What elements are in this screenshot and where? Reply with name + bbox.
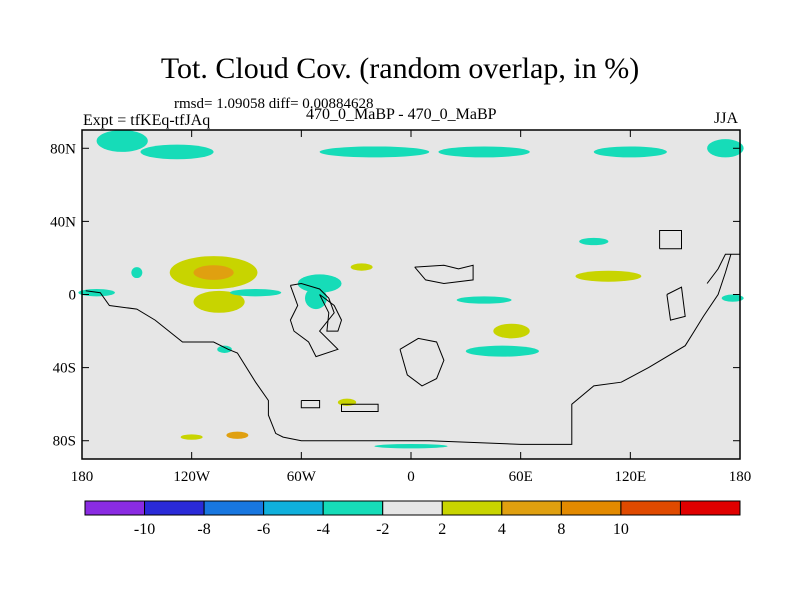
x-tick-label: 120E (614, 469, 646, 485)
colorbar-bin (84, 500, 146, 516)
colorbar-bin (263, 500, 324, 516)
colorbar-label: -4 (317, 521, 330, 538)
colorbar-label: 8 (557, 521, 565, 538)
anomaly-patch (140, 144, 214, 160)
anomaly-patch (131, 267, 143, 279)
colorbar-bin (382, 500, 443, 516)
coastline (85, 254, 732, 445)
anomaly-patch (374, 444, 448, 449)
colorbar-bin (203, 500, 265, 516)
anomaly-patch (193, 290, 245, 313)
anomaly-patch (350, 263, 373, 271)
y-tick-label: 80N (50, 141, 76, 157)
colorbar-bin (441, 500, 503, 516)
coastline (319, 294, 343, 332)
anomaly-patch (575, 270, 642, 282)
anomaly-patch (593, 146, 667, 158)
anomaly-patch (230, 289, 282, 297)
coastline (300, 400, 321, 409)
colorbar-bin (501, 500, 562, 516)
anomaly-patch (721, 294, 744, 302)
anomaly-patch (217, 345, 232, 353)
y-tick-label: 0 (69, 288, 77, 304)
x-tick-label: 60E (509, 469, 533, 485)
chart-title: Tot. Cloud Cov. (random overlap, in %) (160, 52, 640, 85)
coastline (399, 337, 445, 387)
colorbar-label: 10 (613, 521, 629, 538)
x-tick-label: 180 (71, 469, 94, 485)
coastline (414, 264, 474, 285)
anomaly-patch (297, 274, 342, 293)
rmsd-diff-label: rmsd= 1.09058 diff= 0.00884628 (174, 96, 374, 112)
x-tick-label: 60W (287, 469, 317, 485)
map-background (82, 130, 740, 459)
anomaly-patch (226, 431, 249, 439)
colorbar-label: -8 (197, 521, 210, 538)
anomaly-patch (707, 139, 744, 158)
x-tick-label: 120W (173, 469, 211, 485)
anomaly-patch (456, 296, 512, 304)
colorbar-bin (322, 500, 384, 516)
map-layer (78, 130, 744, 459)
colorbar-label: -2 (376, 521, 389, 538)
axis-layer: 180 120W 60W 0 60E 120E 180 80N 40N 0 40S 80S (50, 129, 752, 485)
colorbar-label: 2 (438, 521, 446, 538)
coastline (706, 253, 740, 284)
x-tick-label: 0 (407, 469, 415, 485)
coastline (289, 282, 339, 358)
anomaly-patch (579, 237, 609, 246)
period-label: 470_0_MaBP - 470_0_MaBP (306, 106, 497, 123)
anomaly-patch (337, 398, 357, 406)
anomaly-patch (193, 265, 234, 280)
colorbar-bin (620, 500, 681, 516)
anomaly-patch (319, 146, 430, 158)
colorbar-label: -6 (257, 521, 270, 538)
colorbar: -10 -8 -6 -4 -2 2 4 8 10 (84, 500, 741, 538)
anomaly-patch (304, 287, 327, 310)
y-tick-label: 40S (53, 361, 76, 377)
anomaly-patch (438, 146, 530, 158)
x-tick-label: 180 (729, 469, 752, 485)
colorbar-bin (144, 500, 205, 516)
anomaly-patch (493, 323, 530, 339)
anomaly-patch (180, 434, 203, 440)
season-label: JJA (714, 110, 739, 127)
coastline (666, 286, 686, 321)
colorbar-bin (679, 500, 741, 516)
experiment-label: Expt = tfKEq-tfJAq (83, 112, 211, 129)
y-tick-label: 40N (50, 214, 76, 230)
colorbar-label: -10 (134, 521, 155, 538)
coastline (659, 230, 682, 250)
anomaly-patch (96, 130, 148, 152)
anomaly-patch (465, 345, 539, 357)
coastline (341, 403, 379, 412)
colorbar-label: 4 (498, 521, 506, 538)
y-tick-label: 80S (53, 434, 76, 450)
colorbar-bin (560, 500, 622, 516)
